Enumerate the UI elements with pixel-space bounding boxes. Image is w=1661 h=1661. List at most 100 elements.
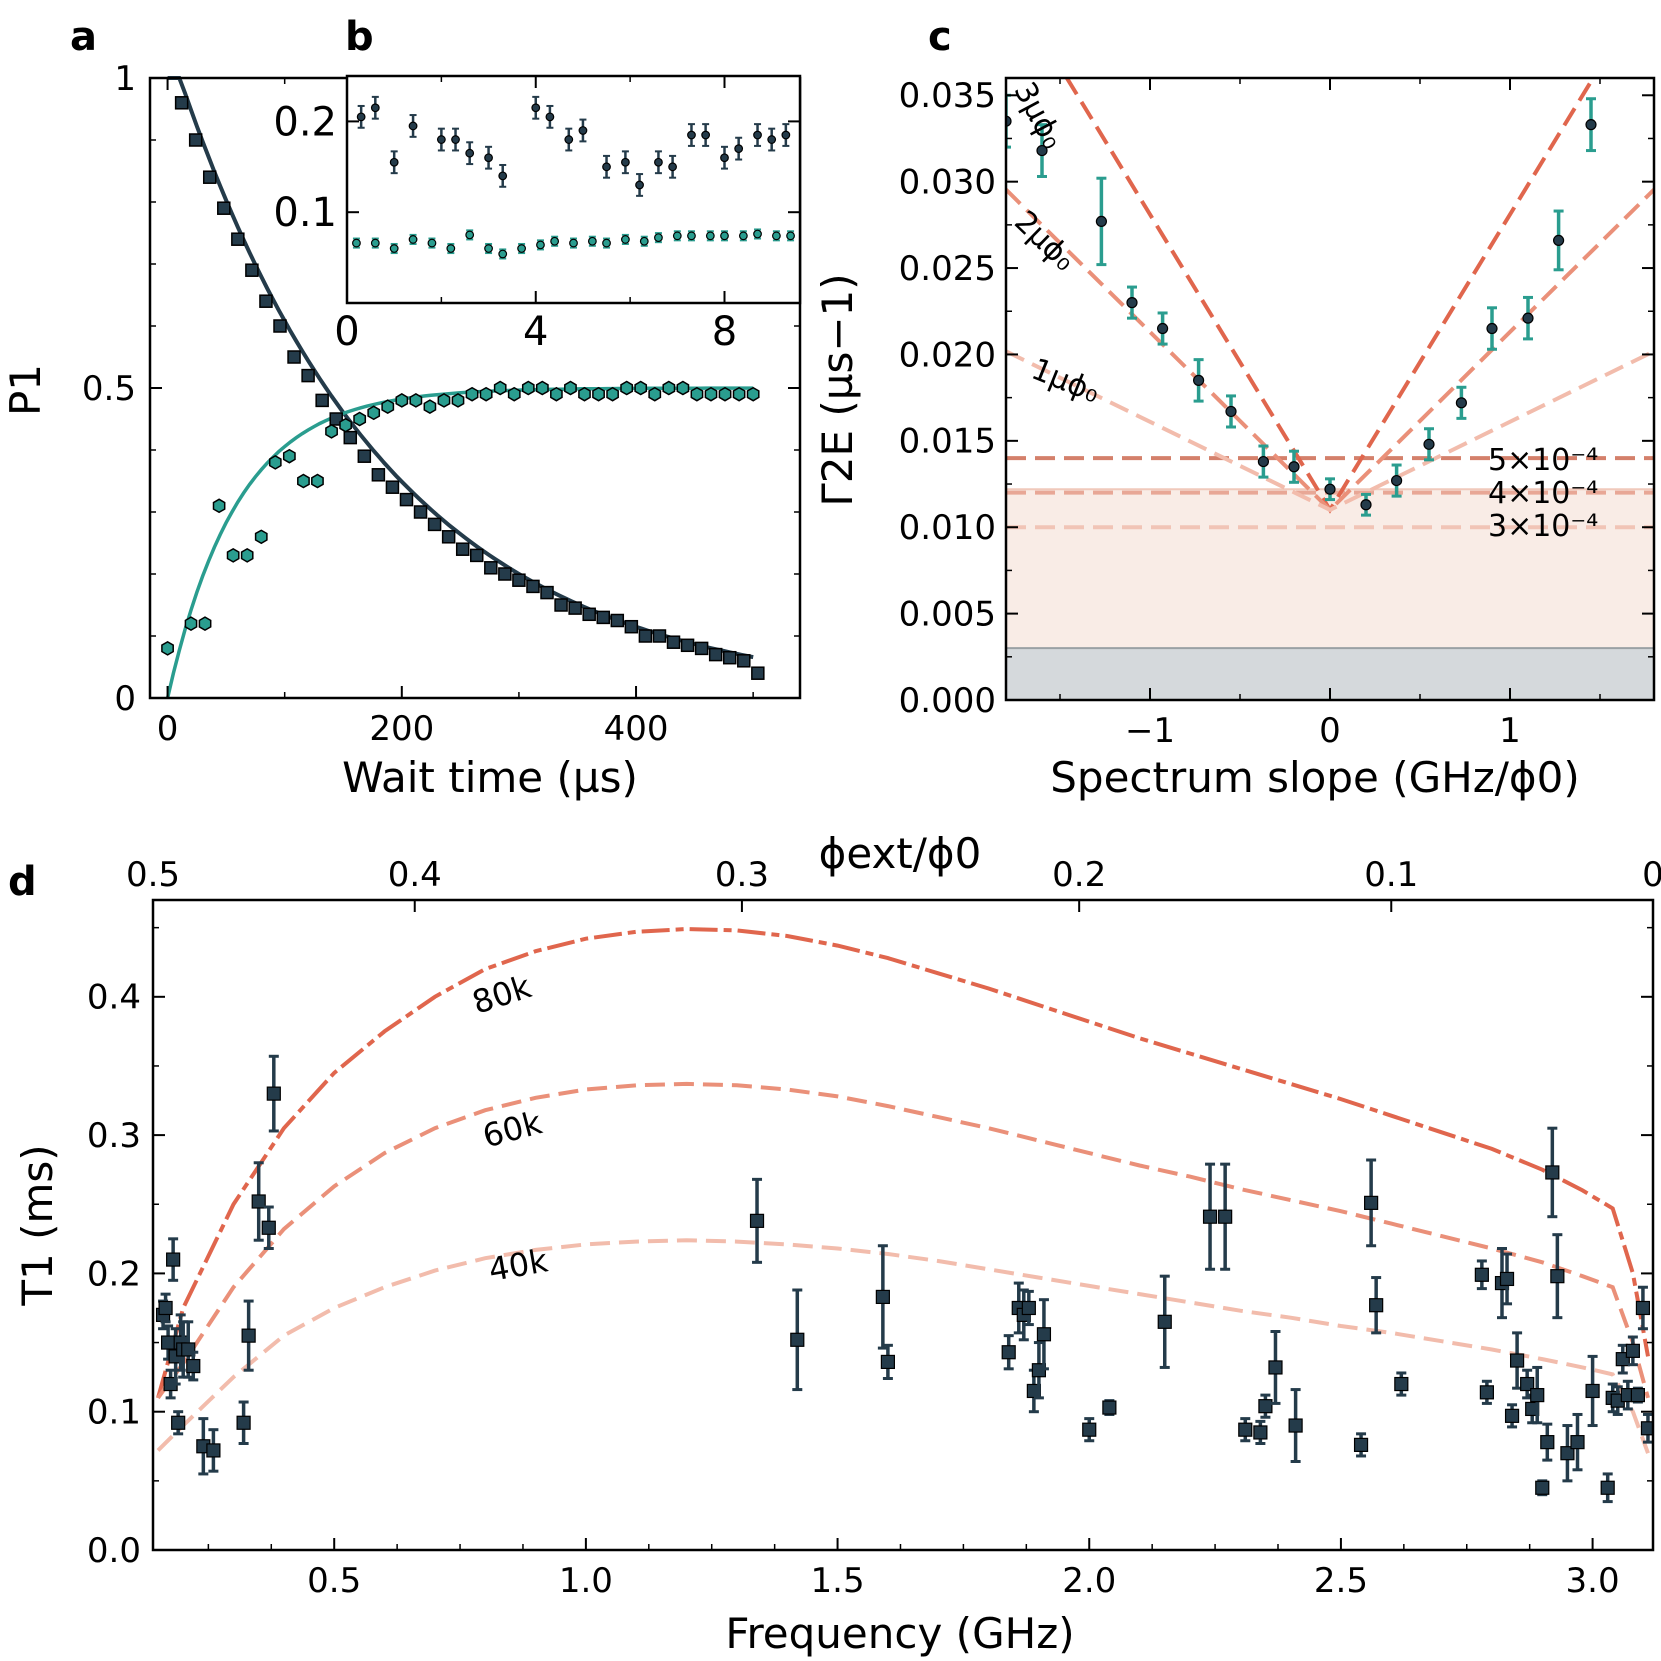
steady-state-point: [465, 386, 479, 402]
steady-state-point: [451, 393, 465, 408]
data-point: [1288, 461, 1300, 473]
inset-point: [531, 103, 541, 113]
panel-b-x-tick-label: 4: [523, 309, 548, 355]
data-point: [875, 1289, 890, 1305]
data-point: [749, 1213, 765, 1228]
steady-state-point: [311, 473, 324, 489]
panel-d-top-tick-label: 0.1: [1364, 855, 1418, 895]
steady-state-point: [648, 386, 662, 402]
panel-d-ylabel: T1 (ms): [13, 1144, 62, 1306]
steady-state-point: [620, 380, 634, 396]
data-point: [1126, 297, 1138, 309]
data-point: [261, 1220, 276, 1235]
inset-point: [720, 153, 729, 163]
data-point: [1102, 1400, 1117, 1415]
panel-c-y-tick-label: 0.030: [899, 163, 996, 203]
panel-c-x-tick-label: 0: [1319, 711, 1341, 751]
panel-c-y-tick-label: 0.025: [899, 249, 996, 289]
steady-state-point: [254, 529, 268, 545]
decay-point: [568, 601, 582, 615]
panel-d-x-tick-label: 3.0: [1566, 1561, 1620, 1601]
decay-point: [188, 133, 203, 147]
panel-c-y-tick-label: 0.000: [899, 681, 996, 721]
data-point: [1257, 455, 1270, 468]
decay-point: [722, 650, 737, 665]
panel-b-frame: [345, 74, 802, 305]
decay-point: [245, 263, 259, 277]
data-point: [171, 1415, 186, 1430]
data-point: [1560, 1446, 1575, 1461]
inset-point: [484, 153, 493, 163]
panel-d-top-tick-label: 0.3: [715, 855, 769, 895]
inset-point: [569, 238, 578, 248]
inset-point: [767, 135, 777, 144]
data-point: [266, 1086, 281, 1101]
inset-point: [408, 235, 418, 244]
panel-d-x-tick-label: 1.0: [559, 1561, 613, 1601]
steady-state-point: [353, 411, 367, 427]
panel-c-xlabel: Spectrum slope (GHz/ϕ0): [1050, 753, 1580, 802]
data-point: [1288, 1418, 1303, 1433]
data-point: [166, 1252, 181, 1267]
steady-state-point: [676, 380, 690, 396]
data-point: [1545, 1165, 1560, 1180]
inset-point: [705, 231, 715, 241]
data-point: [790, 1332, 805, 1347]
steady-state-point: [662, 380, 676, 396]
panel-label-d: d: [8, 859, 37, 905]
decay-point: [441, 530, 456, 544]
panel-d-top-tick-label: 0.5: [126, 855, 180, 895]
decay-point: [737, 654, 751, 668]
decay-point: [273, 319, 287, 333]
decay-point: [287, 350, 301, 364]
flux-noise-line: [1006, 188, 1654, 513]
inset-point: [587, 236, 597, 246]
data-point: [1157, 1314, 1172, 1329]
data-point: [1001, 1345, 1016, 1360]
inset-point: [772, 231, 781, 241]
inset-point: [408, 121, 418, 131]
steady-state-point: [240, 548, 254, 563]
inset-point: [427, 238, 437, 248]
panel-a-y-tick-label: 0: [114, 679, 136, 719]
panel-d-x-tick-label: 2.5: [1314, 1561, 1368, 1601]
decay-point: [385, 480, 400, 494]
decay-point: [484, 561, 498, 575]
decay-point: [582, 607, 596, 622]
data-point: [1474, 1267, 1489, 1282]
data-point: [1253, 1425, 1268, 1440]
panel-a-x-tick-label: 400: [604, 709, 669, 749]
decay-point: [343, 430, 358, 445]
panel-label-c: c: [928, 14, 952, 60]
steady-state-point: [423, 399, 437, 414]
data-point: [880, 1354, 895, 1370]
decay-point: [680, 638, 695, 653]
panel-d-top-tick-label: 0.4: [388, 855, 442, 895]
data-point: [1530, 1388, 1545, 1403]
steady-state-point: [535, 380, 549, 396]
steady-state-point: [395, 393, 409, 408]
steady-state-point: [367, 405, 381, 421]
panel-d-y-tick-label: 0.3: [87, 1116, 141, 1156]
hline-label-3e-4: 3×10⁻⁴: [1488, 509, 1598, 544]
decay-point: [540, 585, 554, 600]
panel-d-top-tick-label: 0.2: [1052, 855, 1106, 895]
curve-label-40k: 40k: [486, 1241, 551, 1289]
steady-state-point: [282, 448, 296, 464]
decay-point: [498, 567, 512, 581]
inset-point: [781, 130, 791, 140]
panel-d-y-tick-label: 0.0: [87, 1531, 141, 1571]
inset-point: [687, 231, 696, 241]
data-point: [1585, 119, 1597, 131]
data-point: [1202, 1209, 1218, 1224]
steady-state-point: [521, 380, 535, 396]
steady-state-point: [704, 386, 718, 402]
panel-a-x-tick-label: 0: [157, 709, 179, 749]
steady-state-point: [550, 386, 563, 402]
panel-c-x-tick-label: 1: [1499, 711, 1521, 751]
decay-point: [259, 294, 273, 308]
inset-point: [753, 130, 762, 140]
inset-point: [635, 180, 644, 190]
model-curve: [156, 926, 1650, 1399]
